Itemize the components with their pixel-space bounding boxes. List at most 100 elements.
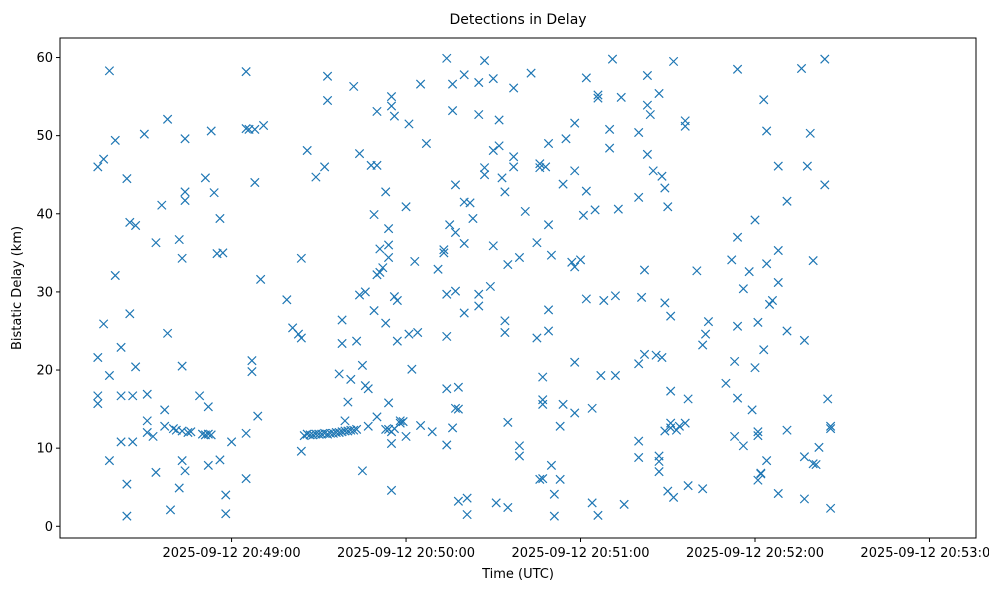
data-point <box>139 129 149 139</box>
data-point <box>593 510 603 520</box>
data-point <box>753 431 763 441</box>
data-point <box>215 455 225 465</box>
data-point <box>282 295 292 305</box>
data-point <box>116 391 126 401</box>
data-point <box>491 498 501 508</box>
data-point <box>363 421 373 431</box>
data-point <box>241 428 251 438</box>
data-point <box>433 264 443 274</box>
data-point <box>168 424 179 434</box>
data-point <box>386 485 397 495</box>
data-point <box>799 494 810 504</box>
data-point <box>668 56 679 67</box>
data-point <box>732 321 743 331</box>
data-point <box>535 159 545 169</box>
data-point <box>180 195 190 206</box>
data-point <box>509 162 519 172</box>
data-point <box>93 391 103 401</box>
data-point <box>410 256 420 267</box>
data-point <box>203 402 213 412</box>
data-point <box>750 215 760 225</box>
data-point <box>459 70 469 80</box>
data-point <box>660 298 670 308</box>
data-point <box>296 253 306 263</box>
data-point <box>122 479 132 489</box>
y-axis: 0 10 20 30 40 50 60 <box>36 51 60 535</box>
data-point <box>782 196 792 206</box>
data-point <box>395 416 405 426</box>
data-point <box>683 394 693 404</box>
data-point <box>468 213 478 224</box>
data-point <box>634 359 644 369</box>
data-point <box>753 317 763 327</box>
data-point <box>541 162 551 172</box>
data-point <box>343 397 353 407</box>
data-point <box>104 456 115 466</box>
data-point <box>648 166 658 176</box>
data-point <box>767 295 778 306</box>
data-point <box>509 152 519 162</box>
data-point <box>657 171 667 181</box>
x-axis-label: Time (UTC) <box>481 567 554 582</box>
data-point <box>607 54 618 64</box>
data-point <box>538 474 548 484</box>
data-point <box>401 431 411 442</box>
data-point <box>215 213 225 224</box>
data-point <box>756 468 766 478</box>
data-point <box>346 374 356 385</box>
data-point <box>799 452 810 462</box>
data-point <box>98 319 109 329</box>
data-point <box>759 345 769 355</box>
data-point <box>398 416 408 427</box>
data-point <box>674 421 685 431</box>
data-point <box>337 315 347 325</box>
plot-area <box>93 53 836 521</box>
data-point <box>616 92 626 102</box>
x-tick-label: 2025-09-12 20:52:00 <box>686 546 824 561</box>
data-point <box>590 205 600 215</box>
data-point <box>738 441 748 451</box>
y-tick-label: 50 <box>36 129 53 144</box>
data-point <box>110 270 120 281</box>
data-point <box>407 364 417 374</box>
data-point <box>372 160 382 170</box>
data-point <box>575 255 586 265</box>
data-point <box>558 399 568 410</box>
data-point <box>500 187 510 197</box>
data-point <box>581 186 591 196</box>
data-point <box>162 328 173 338</box>
data-point <box>421 138 432 149</box>
data-point <box>354 149 365 159</box>
data-point <box>130 362 141 372</box>
data-point <box>439 245 449 255</box>
data-point <box>296 446 306 456</box>
data-point <box>651 350 661 360</box>
data-point <box>160 405 170 415</box>
data-point <box>660 183 670 193</box>
data-point <box>389 291 400 302</box>
data-point <box>450 227 461 238</box>
data-point <box>497 173 507 183</box>
data-point <box>479 163 490 173</box>
data-point <box>401 202 411 212</box>
data-point <box>125 217 135 227</box>
data-point <box>663 202 673 212</box>
data-point <box>450 286 461 296</box>
data-point <box>357 466 368 476</box>
data-point <box>610 291 621 301</box>
data-point <box>567 257 577 267</box>
data-point <box>802 161 812 171</box>
data-point <box>203 429 213 439</box>
chart-title: Detections in Delay <box>449 12 586 28</box>
data-point <box>334 369 344 379</box>
data-point <box>221 509 231 519</box>
data-point <box>293 329 304 339</box>
data-point <box>535 474 545 485</box>
data-point <box>116 342 126 352</box>
data-point <box>503 417 513 427</box>
data-point <box>383 398 394 408</box>
data-point <box>206 430 216 440</box>
data-point <box>488 74 498 84</box>
data-point <box>570 118 580 128</box>
data-point <box>177 426 187 436</box>
